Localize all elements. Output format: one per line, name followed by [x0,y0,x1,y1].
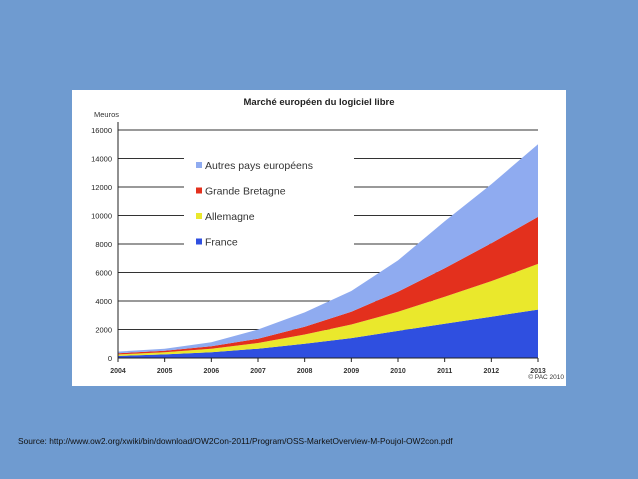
x-tick-label: 2009 [344,368,360,375]
y-tick-label: 16000 [91,126,112,135]
legend: Autres pays européens Grande Bretagne Alle… [184,152,354,254]
x-tick-label: 2008 [297,368,313,375]
legend-swatch [196,213,202,219]
x-tick-label: 2012 [484,368,500,375]
y-tick-label: 2000 [95,326,112,335]
chart-title: Marché européen du logiciel libre [244,97,395,108]
x-tick-label: 2007 [250,368,266,375]
y-tick-label: 4000 [95,297,112,306]
legend-background [184,152,354,254]
legend-swatch [196,162,202,168]
legend-label: France [205,237,238,249]
source-text: Source: http://www.ow2.org/xwiki/bin/dow… [18,436,453,446]
legend-label: Allemagne [205,211,255,223]
y-tick-label: 10000 [91,212,112,221]
legend-label: Grande Bretagne [205,186,286,198]
stacked-area-chart: 0 2000 4000 6000 8000 10000 12000 14000 16000 200… [91,97,564,381]
chart-panel: 0 2000 4000 6000 8000 10000 12000 14000 16000 200… [72,90,566,386]
x-tick-label: 2010 [390,368,406,375]
area-autres-pays-européens [118,144,538,354]
area-allemagne [118,263,538,356]
copyright-annotation: © PAC 2010 [528,373,564,381]
area-grande-bretagne [118,216,538,355]
y-tick-label: 14000 [91,155,112,164]
legend-label: Autres pays européens [205,160,313,172]
legend-swatch [196,187,202,194]
x-tick-label: 2006 [204,368,220,375]
x-tick-label: 2004 [110,368,126,375]
x-tick-label: 2005 [157,368,173,375]
y-tick-label: 8000 [95,240,112,249]
legend-swatch [196,238,202,245]
y-tick-label: 6000 [95,269,112,278]
x-tick-label: 2011 [437,368,452,375]
y-tick-label: 12000 [91,183,112,192]
y-tick-label: 0 [108,354,112,363]
area-france [118,309,538,358]
y-axis-label: Meuros [94,110,119,119]
x-tick-label: 2013 [530,368,546,375]
